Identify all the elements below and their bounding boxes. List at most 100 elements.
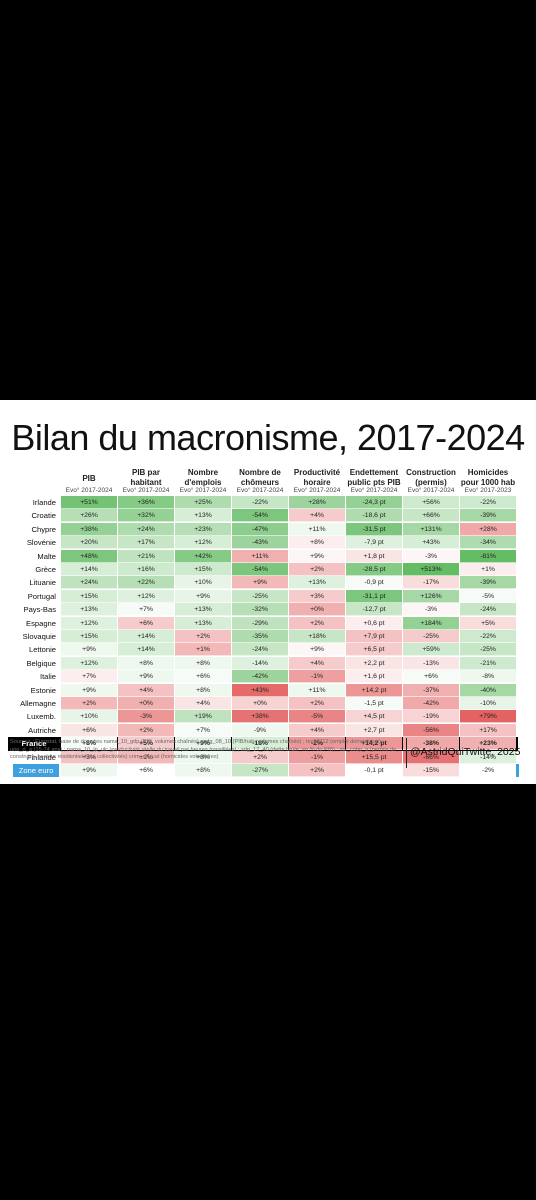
column-header: Construction (permis)	[403, 468, 459, 487]
table-cell: +184%	[403, 616, 459, 630]
table-cell: +36%	[118, 496, 174, 509]
table-cell: +43%	[403, 536, 459, 550]
table-cell: -15%	[403, 764, 459, 777]
zone-euro-end-cap	[513, 764, 519, 777]
table-cell: +15%	[61, 630, 117, 643]
table-cell: +4%	[289, 723, 345, 737]
table-cell: +12%	[61, 616, 117, 630]
table-cell: -56%	[403, 723, 459, 737]
country-label: Italie	[39, 672, 56, 682]
table-cell: +17%	[460, 723, 516, 737]
table-cell: +0,6 pt	[346, 616, 402, 630]
table-cell: +8%	[175, 683, 231, 697]
table-cell: +1,6 pt	[346, 670, 402, 684]
table-cell: -24%	[460, 603, 516, 617]
table-cell: -24%	[232, 643, 288, 657]
column-header: Homicides pour 1000 hab	[460, 468, 516, 487]
country-label: Estonie	[30, 685, 56, 695]
column-subheader: Evo° 2017-2024	[293, 487, 341, 494]
table-cell: -54%	[232, 509, 288, 523]
table-cell: +20%	[61, 536, 117, 550]
table-cell: +6%	[175, 670, 231, 684]
column-subheader: Evo° 2017-2024	[122, 487, 170, 494]
table-cell: +8%	[289, 536, 345, 550]
country-label: Lituanie	[29, 578, 56, 588]
column-header-line: horaire	[303, 477, 331, 487]
table-cell: +38%	[232, 710, 288, 724]
table-cell: -43%	[232, 536, 288, 550]
table-cell: +13%	[175, 603, 231, 617]
table-cell: -22%	[460, 496, 516, 509]
table-cell: +3%	[61, 750, 117, 764]
table-cell: +22%	[118, 576, 174, 590]
table-cell: -37%	[403, 683, 459, 697]
table-cell: +4%	[289, 656, 345, 670]
signature-divider	[406, 738, 407, 768]
column-subheader: Evo° 2017-2024	[407, 487, 455, 494]
table-cell: +7%	[175, 723, 231, 737]
table-cell: +24%	[118, 522, 174, 536]
table-cell: +2%	[232, 750, 288, 764]
country-label: Lettonie	[28, 645, 56, 655]
table-cell: -81%	[460, 549, 516, 563]
table-cell: -5%	[289, 710, 345, 724]
table-cell: +14%	[118, 643, 174, 657]
table-cell: -42%	[403, 697, 459, 710]
country-label: Allemagne	[20, 699, 56, 708]
table-cell: +12%	[175, 536, 231, 550]
table-cell: -19%	[403, 710, 459, 724]
table-cell: +7%	[61, 670, 117, 684]
table-cell: +4%	[175, 697, 231, 710]
country-label: Slovaquie	[22, 632, 56, 641]
country-label: Chypre	[31, 524, 56, 534]
column-header-line: Endettement	[349, 468, 399, 477]
table-cell: -40%	[460, 683, 516, 697]
chart-title: Bilan du macronisme, 2017-2024	[11, 417, 525, 458]
country-label: Belgique	[26, 658, 56, 668]
table-cell: -28,5 pt	[346, 563, 402, 576]
table-cell: -18%	[232, 737, 288, 751]
table-cell: +2,2 pt	[346, 656, 402, 670]
table-cell: +10%	[175, 576, 231, 590]
table-cell: +6%	[118, 764, 174, 777]
table-cell: +131%	[403, 522, 459, 536]
country-label: Pays-Bas	[23, 605, 57, 615]
table-cell: +28%	[289, 496, 345, 509]
column-header-line: Nombre de	[239, 468, 281, 477]
table-cell: +9%	[232, 576, 288, 590]
table-cell: -2%	[289, 737, 345, 751]
table-cell: +9%	[118, 670, 174, 684]
table-cell: -25%	[460, 643, 516, 657]
column-subheader: Evo° 2017-2024	[179, 487, 227, 494]
table-cell: +14,2 pt	[346, 683, 402, 697]
table-cell: +8%	[175, 764, 231, 777]
table-cell: +5%	[460, 616, 516, 630]
table-cell: -27%	[232, 764, 288, 777]
table-cell: +56%	[403, 496, 459, 509]
table-cell: -54%	[232, 563, 288, 576]
column-header-line: habitant	[130, 477, 162, 487]
table-cell: -21%	[460, 656, 516, 670]
table-cell: -3%	[118, 710, 174, 724]
column-header-line: public pts PIB	[347, 477, 401, 487]
table-cell: +4%	[289, 509, 345, 523]
table-cell: -31,5 pt	[346, 522, 402, 536]
table-cell: +15%	[175, 563, 231, 576]
table-cell: -7,9 pt	[346, 536, 402, 550]
table-cell: -22%	[232, 496, 288, 509]
table-cell: +23%	[175, 522, 231, 536]
table-cell: -3%	[403, 603, 459, 617]
table-cell: +2%	[175, 630, 231, 643]
table-cell: +6,5 pt	[346, 643, 402, 657]
table-cell: +0%	[118, 697, 174, 710]
table-cell: -18,6 pt	[346, 509, 402, 523]
table-cell: +12%	[61, 656, 117, 670]
table-cell: -1%	[289, 750, 345, 764]
table-cell: +1,8 pt	[346, 549, 402, 563]
table-cell: +5%	[118, 737, 174, 751]
table-cell: +1%	[118, 750, 174, 764]
table-cell: +126%	[403, 589, 459, 603]
table-cell: -24,3 pt	[346, 496, 402, 509]
table-cell: +15,5 pt	[346, 750, 402, 764]
column-header: Productivité horaire	[289, 468, 345, 487]
